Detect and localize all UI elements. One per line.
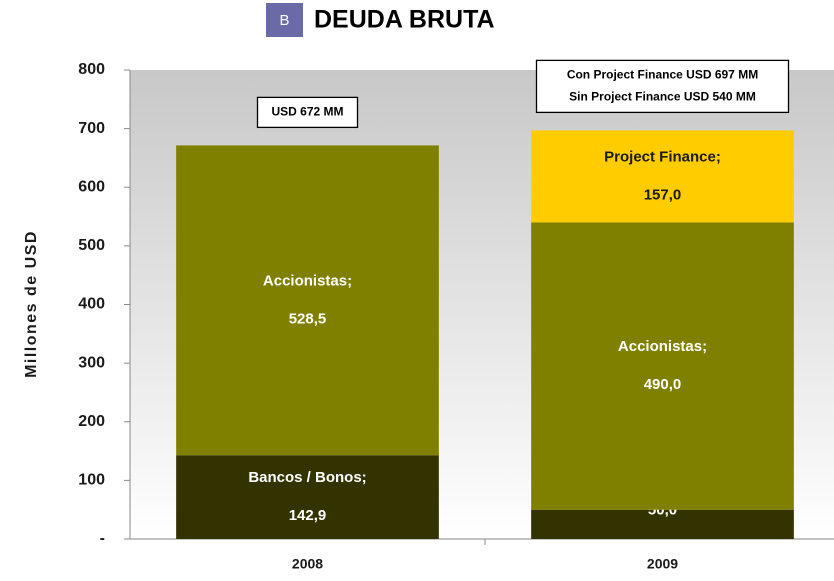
- bar-segment: [176, 145, 439, 456]
- bar-segment: [531, 509, 794, 539]
- segment-label: Accionistas;: [618, 338, 707, 355]
- y-tick-label: 800: [78, 61, 105, 78]
- annotation: Con Project Finance USD 697 MM: [567, 68, 758, 82]
- data-label: 142,9: [289, 507, 327, 524]
- y-tick-label: 300: [78, 354, 105, 371]
- data-label: 157,0: [644, 186, 682, 203]
- segment-label: Bancos / Bonos;: [248, 469, 366, 486]
- y-tick-label: 400: [78, 296, 105, 313]
- data-label: 490,0: [644, 376, 682, 393]
- y-tick-label: 200: [78, 413, 105, 430]
- y-axis-label: Millones de USD: [23, 230, 40, 378]
- annotation: USD 672 MM: [271, 105, 343, 119]
- segment-label: Project Finance;: [604, 148, 721, 165]
- y-tick-label: 500: [78, 237, 105, 254]
- badge: [266, 3, 303, 37]
- annotation: Sin Project Finance USD 540 MM: [569, 90, 756, 104]
- annotation-box: [256, 96, 359, 129]
- y-tick-label: 700: [78, 120, 105, 137]
- chart-title: DEUDA BRUTA: [314, 6, 495, 34]
- y-tick-label: -: [100, 530, 105, 547]
- badge-text: B: [279, 12, 289, 29]
- segment-label: Accionistas;: [263, 272, 352, 289]
- y-tick-label: 600: [78, 178, 105, 195]
- bar-segment: [176, 455, 439, 539]
- x-tick-label: 2008: [292, 556, 323, 572]
- bar-segment: [531, 222, 794, 510]
- annotation-box: [535, 59, 790, 114]
- x-tick-label: 2009: [647, 556, 678, 572]
- bar-segment: [531, 130, 794, 223]
- data-label: 528,5: [289, 310, 327, 327]
- y-tick-label: 100: [78, 472, 105, 489]
